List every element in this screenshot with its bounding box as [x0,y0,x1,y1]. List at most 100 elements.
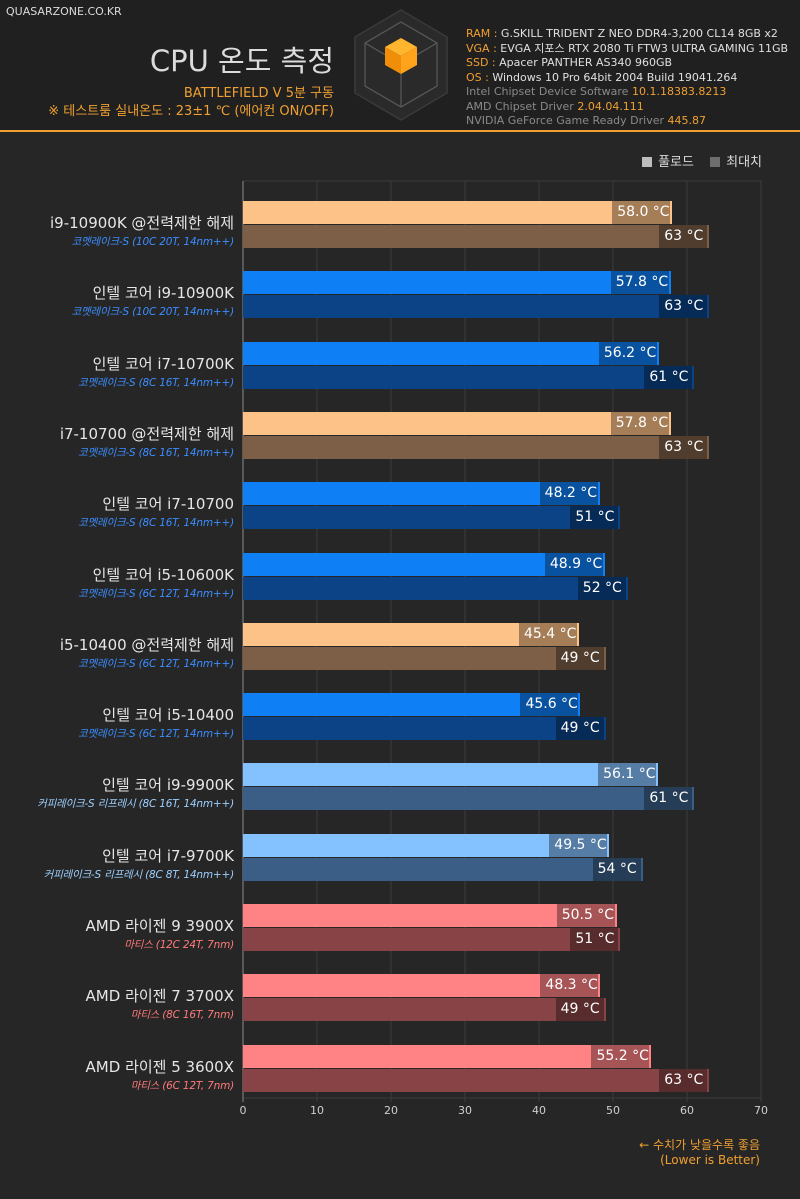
data-label-max: 61 °C [644,365,693,389]
data-label-max: 52 °C [577,576,626,600]
driver-version: 2.04.04.111 [577,99,644,113]
data-label-max: 63 °C [659,295,708,319]
category-sublabel: 코멧레이크-S (6C 12T, 14nm++) [78,728,234,741]
footnote-line-2: (Lower is Better) [660,1153,760,1167]
data-label-max: 63 °C [659,1068,708,1092]
bar-max [243,576,628,600]
spec-line-ram: RAM : G.SKILL TRIDENT Z NEO DDR4-3,200 C… [466,27,788,42]
bar-full-load [243,693,581,717]
category-label: AMD 라이젠 9 3900X [85,917,234,935]
page-subtitle: BATTLEFIELD V 5분 구동 [183,86,334,101]
spec-value: Apacer PANTHER AS340 960GB [499,56,673,69]
bar-full-load [243,201,673,224]
data-label-full-load: 57.8 °C [610,411,669,435]
driver-line: NVIDIA GeForce Game Ready Driver 445.87 [466,114,788,129]
spec-line-os: OS : Windows 10 Pro 64bit 2004 Build 190… [466,71,788,86]
bar-full-load [243,1044,652,1068]
category-sublabel: 커피레이크-S 리프레시 (8C 8T, 14nm++) [43,868,235,881]
category-label: 인텔 코어 i7-10700K [92,354,234,373]
data-label-full-load: 57.8 °C [610,271,669,295]
data-label-max: 51 °C [570,928,619,951]
spec-key: RAM : [466,27,501,40]
data-label-full-load: 56.1 °C [598,763,657,787]
header-banner: QUASARZONE.CO.KR CPU 온도 측정 BATTLEFIELD V… [0,0,800,132]
bar-full-load [243,482,600,506]
bar-max [243,857,643,881]
room-temp-note: ※ 테스트룸 실내온도 : 23±1 ℃ (에어컨 ON/OFF) [48,104,334,119]
bar-max [243,717,606,741]
category-label: 인텔 코어 i5-10400 [102,706,234,725]
data-label-full-load: 48.2 °C [539,482,598,506]
category-label: 인텔 코어 i9-10900K [92,284,234,303]
bar-full-load [243,974,601,998]
spec-line-vga: VGA : EVGA 지포스 RTX 2080 Ti FTW3 ULTRA GA… [466,42,788,57]
data-label-max: 54 °C [592,857,641,881]
bar-full-load [243,904,617,927]
spec-line-ssd: SSD : Apacer PANTHER AS340 960GB [466,56,788,71]
legend-swatch-load [642,157,653,167]
category-label: i5-10400 @전력제한 해제 [59,635,234,654]
category-label: AMD 라이젠 5 3600X [85,1057,234,1076]
category-sublabel: 커피레이크-S 리프레시 (8C 16T, 14nm++) [37,798,234,811]
bar-max [243,435,710,459]
legend-item-load: 풀로드 [642,151,694,170]
category-label: 인텔 코어 i9-9900K [102,776,234,795]
data-label-full-load: 49.5 °C [549,833,608,857]
driver-label: AMD Chipset Driver [466,99,578,113]
category-sublabel: 코멧레이크-S (6C 12T, 14nm++) [78,657,234,670]
quasarzone-cube-logo [354,9,448,121]
data-label-max: 51 °C [570,506,619,530]
data-label-full-load: 48.3 °C [540,974,599,998]
bar-max [243,506,621,530]
data-label-full-load: 56.2 °C [598,341,657,365]
bar-max [243,787,695,811]
test-system-specs: RAM : G.SKILL TRIDENT Z NEO DDR4-3,200 C… [466,27,788,129]
data-label-max: 49 °C [555,646,604,670]
bar-max [243,1068,710,1092]
category-sublabel: 마티스 (12C 24T, 7nm) [124,939,234,951]
x-tick-label: 50 [606,1104,620,1117]
category-sublabel: 코멧레이크-S (10C 20T, 14nm++) [71,306,235,319]
x-tick-label: 0 [239,1104,247,1117]
bar-full-load [243,833,610,857]
chart-legend: 풀로드 최대치 [630,151,762,170]
spec-value: EVGA 지포스 RTX 2080 Ti FTW3 ULTRA GAMING 1… [500,41,789,55]
data-label-full-load: 50.5 °C [556,904,615,927]
bar-max [243,646,606,670]
category-sublabel: 코멧레이크-S (10C 20T, 14nm++) [71,236,235,248]
bar-full-load [243,341,659,365]
x-tick-label: 20 [384,1104,398,1117]
data-label-full-load: 45.4 °C [518,622,577,646]
bar-full-load [243,271,671,295]
data-label-full-load: 58.0 °C [612,201,671,224]
spec-value: Windows 10 Pro 64bit 2004 Build 19041.26… [492,70,738,84]
bar-max [243,225,710,248]
legend-swatch-max [710,157,721,167]
spec-key: VGA : [466,41,501,55]
category-sublabel: 코멧레이크-S (8C 16T, 14nm++) [78,517,234,530]
category-label: AMD 라이젠 7 3700X [85,987,234,1006]
footnote-line-1: ← 수치가 낮을수록 좋음 [639,1138,760,1152]
site-name: QUASARZONE.CO.KR [6,5,122,18]
category-sublabel: 코멧레이크-S (8C 16T, 14nm++) [78,446,234,459]
bar-max [243,928,621,951]
category-sublabel: 코멧레이크-S (6C 12T, 14nm++) [78,587,234,600]
data-label-full-load: 45.6 °C [520,693,579,717]
data-label-max: 61 °C [644,787,693,811]
driver-version: 445.87 [667,114,707,127]
legend-label-load: 풀로드 [658,155,694,170]
spec-key: OS : [466,70,493,84]
x-tick-label: 10 [310,1104,324,1117]
driver-line: AMD Chipset Driver 2.04.04.111 [466,100,788,115]
driver-version: 10.1.18383.8213 [631,85,727,98]
x-tick-label: 30 [458,1104,472,1117]
data-label-max: 49 °C [555,998,604,1022]
category-sublabel: 코멧레이크-S (8C 16T, 14nm++) [78,376,234,389]
data-label-max: 63 °C [659,435,708,459]
category-label: 인텔 코어 i7-9700K [102,846,234,865]
bar-full-load [243,552,605,576]
bar-max [243,998,606,1022]
spec-value: G.SKILL TRIDENT Z NEO DDR4-3,200 CL14 8G… [500,27,778,40]
category-label: 인텔 코어 i7-10700 [102,495,234,514]
